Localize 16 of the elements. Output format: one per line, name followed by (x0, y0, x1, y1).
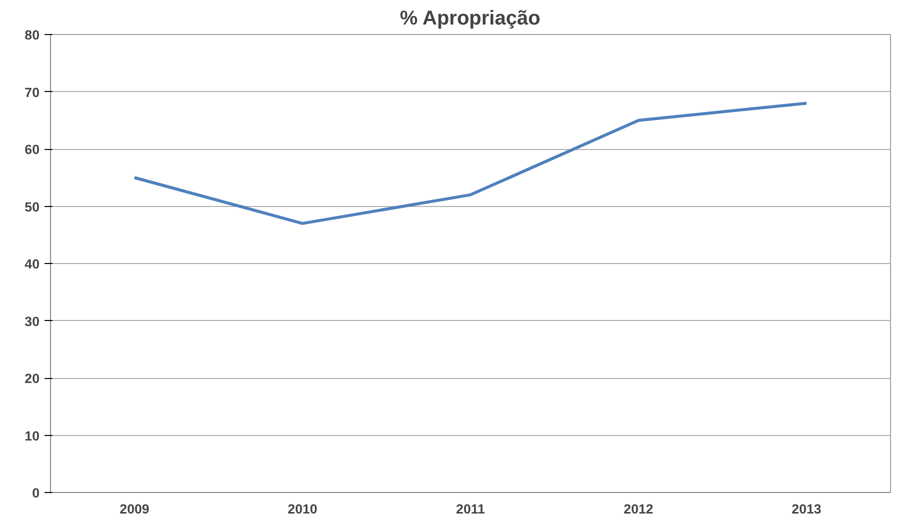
y-tick-label: 80 (24, 28, 40, 42)
y-tick-label: 20 (24, 371, 40, 386)
y-tick-label: 70 (24, 84, 40, 100)
chart-title: % Apropriação (400, 8, 540, 30)
x-tick-label: 2010 (288, 502, 318, 516)
x-tick-label: 2013 (792, 502, 822, 516)
y-tick-label: 30 (24, 314, 40, 329)
x-tick-label: 2012 (624, 502, 654, 516)
line-series (133, 102, 808, 225)
y-tick-label: 10 (24, 428, 40, 444)
x-tick-label: 2009 (120, 502, 150, 516)
y-tick-label: 50 (24, 199, 40, 214)
y-tick-label: 60 (24, 142, 40, 157)
x-tick-label: 2011 (456, 502, 486, 516)
y-tick-label: 0 (32, 486, 40, 500)
y-tick-label: 40 (24, 256, 40, 272)
